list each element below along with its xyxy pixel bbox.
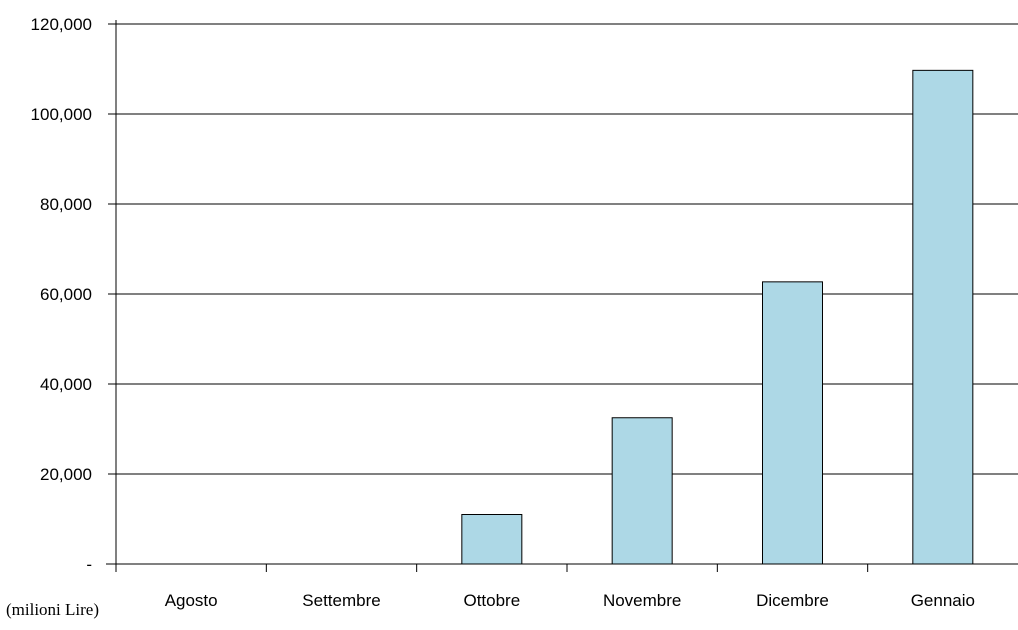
x-tick-label: Ottobre bbox=[463, 591, 520, 610]
axes bbox=[106, 20, 1018, 572]
y-unit-label: (milioni Lire) bbox=[6, 600, 99, 619]
y-tick-label: 20,000 bbox=[40, 465, 92, 484]
y-tick-label: 120,000 bbox=[31, 15, 92, 34]
y-tick-label: 100,000 bbox=[31, 105, 92, 124]
x-tick-label: Settembre bbox=[302, 591, 380, 610]
bar-ottobre bbox=[461, 514, 523, 565]
y-tick-label: 80,000 bbox=[40, 195, 92, 214]
labels: - 20,000 40,000 60,000 80,000 100,000 120,000 A… bbox=[31, 15, 975, 610]
gridlines bbox=[116, 23, 1018, 475]
y-tick-label: 40,000 bbox=[40, 375, 92, 394]
y-tick-label: 60,000 bbox=[40, 285, 92, 304]
y-tick-label: - bbox=[86, 555, 92, 574]
bar-novembre bbox=[611, 417, 673, 565]
x-tick-label: Novembre bbox=[603, 591, 681, 610]
bar-dicembre bbox=[762, 281, 823, 565]
x-tick-label: Gennaio bbox=[911, 591, 975, 610]
bar-gennaio bbox=[912, 69, 974, 565]
x-tick-label: Dicembre bbox=[756, 591, 829, 610]
x-tick-label: Agosto bbox=[165, 591, 218, 610]
bars bbox=[461, 69, 974, 565]
